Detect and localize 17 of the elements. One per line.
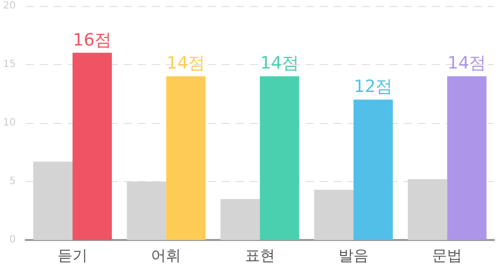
bar [166, 76, 206, 240]
data-label: 16점 [72, 30, 112, 50]
bar [72, 52, 112, 240]
bar [220, 199, 260, 240]
bar [260, 76, 300, 240]
x-tick-label: 어휘 [151, 246, 182, 264]
x-tick-label: 표현 [244, 246, 275, 264]
bar [447, 76, 487, 240]
data-label: 12점 [354, 77, 393, 98]
data-label: 14점 [260, 54, 299, 74]
bar [314, 190, 354, 240]
x-tick-label: 문법 [432, 246, 462, 264]
data-label: 14점 [166, 54, 206, 74]
x-tick-label: 듣기 [58, 246, 88, 264]
data-label: 14점 [448, 54, 486, 74]
x-tick-label: 발음 [338, 246, 369, 264]
bar [354, 100, 393, 240]
